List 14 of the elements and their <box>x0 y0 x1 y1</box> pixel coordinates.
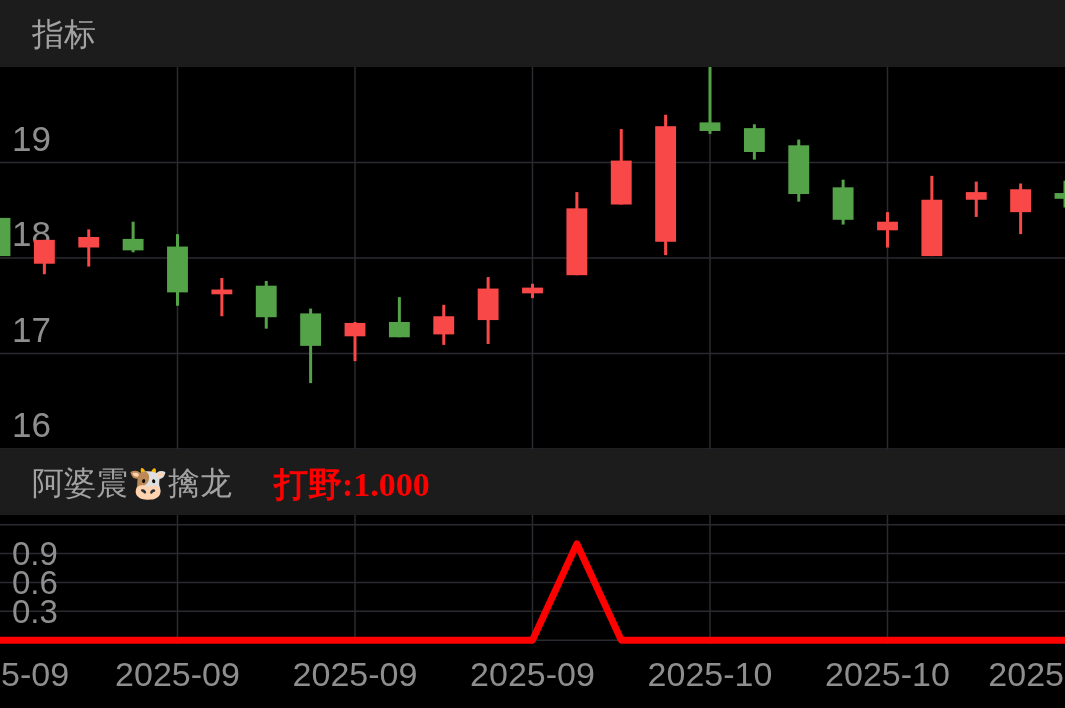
y-tick-label: 19 <box>12 118 51 158</box>
x-tick-label: 2025-09 <box>470 655 595 693</box>
y-tick-label: 16 <box>12 405 51 444</box>
x-tick-label: 2025-10 <box>825 655 950 693</box>
y-tick-label: 0.3 <box>12 593 58 631</box>
x-tick-label: 2025-09 <box>115 655 240 693</box>
x-tick-label: 2025-10 <box>647 655 773 693</box>
text: 打野:1.000 <box>272 465 430 503</box>
text: 5-09 <box>1 655 70 693</box>
text: 2025 <box>988 655 1064 693</box>
chart-title: 阿婆震🐮擒龙 <box>32 464 232 501</box>
y-tick-label: 17 <box>12 309 51 349</box>
chart-title: 指标 <box>31 16 96 53</box>
x-tick-label: 2025-09 <box>292 655 418 693</box>
